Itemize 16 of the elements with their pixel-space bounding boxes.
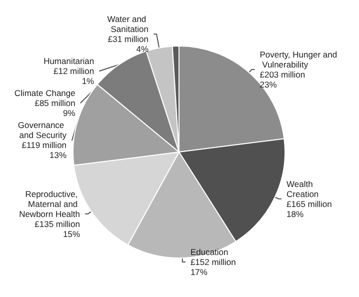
slice-label: Water and Sanitation [107, 14, 149, 34]
data-label: £135 million 15% [34, 218, 80, 239]
slice-label: Education [190, 246, 229, 257]
slice-label: Climate Change [14, 88, 76, 98]
data-label: £119 million 13% [22, 140, 67, 160]
data-label: £85 million 9% [34, 98, 76, 118]
slice-label: Wealth Creation [286, 178, 319, 199]
data-label: £12 million 1% [53, 66, 95, 86]
data-label: £165 million 18% [286, 198, 332, 219]
data-label: £152 million 17% [190, 256, 236, 277]
slice-label: Governance and Security [18, 120, 68, 140]
slice-label: Reproductive, Maternal and Newborn Health [19, 188, 80, 219]
data-label: £203 million 23% [260, 69, 306, 90]
slice-label: Poverty, Hunger and Vulnerability [260, 49, 338, 70]
data-label: £31 million 4% [108, 34, 149, 54]
slice-label: Humanitarian [44, 56, 94, 66]
